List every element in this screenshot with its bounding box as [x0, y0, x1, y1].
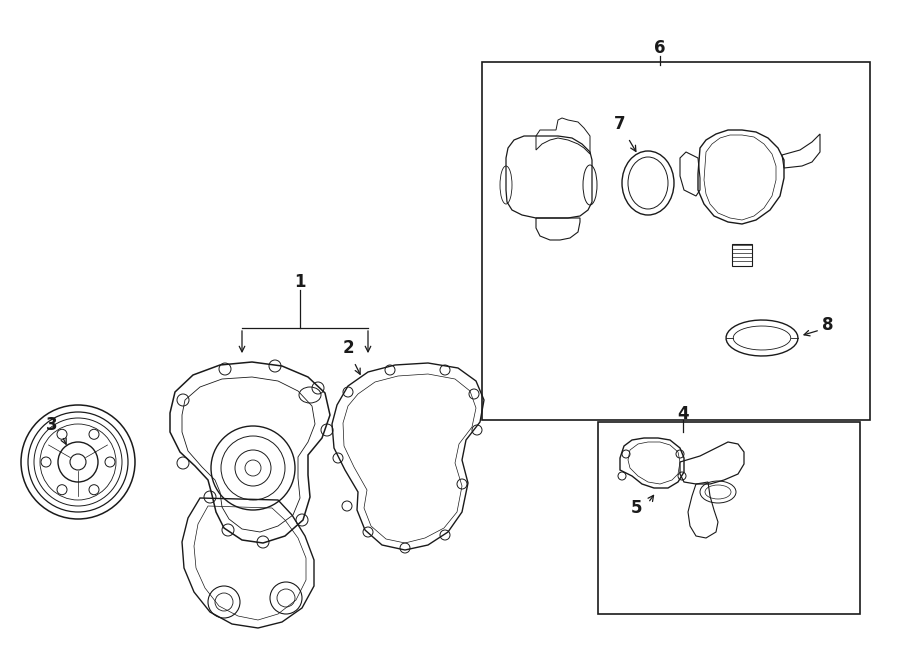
Bar	[732, 244, 752, 266]
Text: 3: 3	[46, 416, 58, 434]
Text: 7: 7	[614, 115, 626, 133]
Text: 8: 8	[823, 316, 833, 334]
Text: 1: 1	[294, 273, 306, 291]
Text: 4: 4	[677, 405, 688, 423]
Text: 6: 6	[654, 39, 666, 57]
Text: 5: 5	[630, 499, 642, 517]
Text: 2: 2	[342, 339, 354, 357]
Bar	[482, 62, 870, 420]
Bar	[598, 422, 860, 614]
